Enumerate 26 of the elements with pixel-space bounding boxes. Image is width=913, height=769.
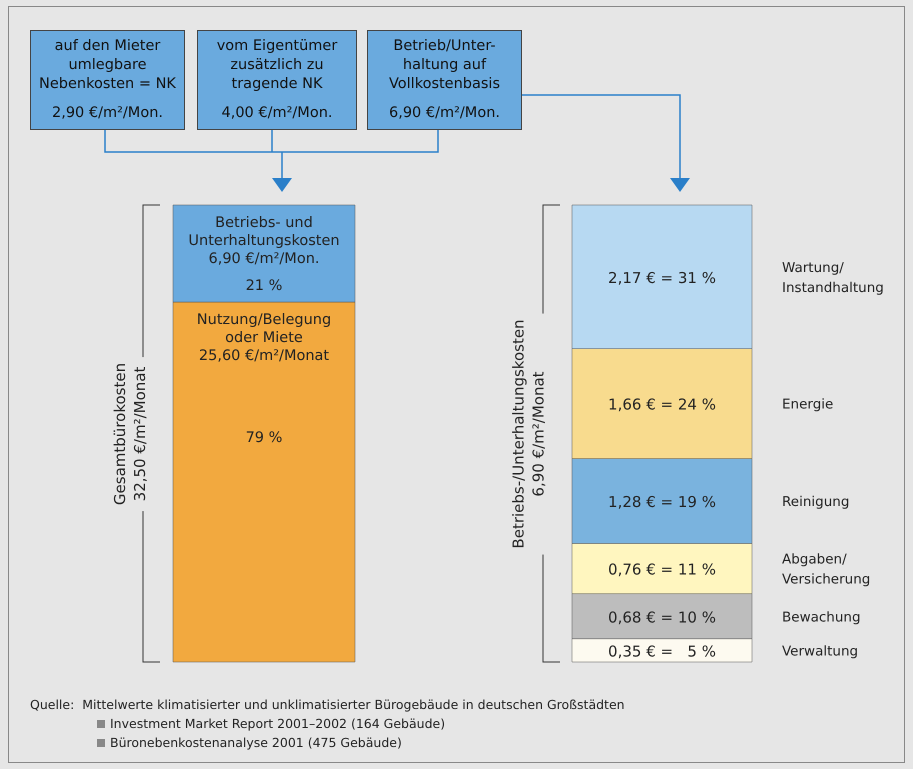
text: Betrieb/Unter-haltung auf Vollkostenbasis 6,90 €/m²/Mon.	[388, 37, 502, 123]
text: Büronebenkostenanalyse 2001 (475 Gebäude)	[110, 735, 402, 750]
text: Verwaltung	[782, 643, 858, 660]
data-label: 0,35 € = 5 %	[608, 642, 716, 660]
text: Investment Market Report 2001–2002 (164 Gebäude)	[110, 716, 446, 731]
source-note: Quelle: Mittelwerte klimatisierter und unklimatisierter Bürogebäude in deutschen Großstädten	[30, 697, 625, 712]
annotation: 21 %	[246, 278, 282, 294]
text: Bewachung	[782, 609, 861, 626]
text: auf den Mieter umlegbare Nebenkosten = NK 2,90 €/m²/Mon.	[38, 37, 177, 123]
text: Wartung/Instandhaltung	[782, 260, 884, 296]
data-label: 0,68 € = 10 %	[608, 608, 716, 626]
annotation: 79 %	[246, 430, 282, 446]
y-axis-title: Betriebs-/Unterhaltungskosten 6,90 €/m²/Monat	[509, 318, 549, 548]
text: vom Eigentümer zusätzlich zu tragende NK 4,00 €/m²/Mon.	[216, 37, 338, 123]
data-label: 2,17 € = 31 %	[608, 268, 716, 287]
text: Energie	[782, 396, 834, 413]
data-label: 1,66 € = 24 %	[608, 396, 716, 414]
text: Abgaben/Versicherung	[782, 552, 870, 588]
data-label: 6,90 €/m²/Mon.	[208, 251, 320, 267]
data-label: 1,28 € = 19 %	[608, 493, 716, 512]
data-label: 0,76 € = 11 %	[608, 560, 716, 579]
series-label: Betriebs- und Unterhaltungskosten	[188, 215, 340, 249]
text: Reinigung	[782, 494, 850, 510]
data-label: 25,60 €/m²/Monat	[198, 348, 330, 364]
series-label: Nutzung/Belegung oder Miete	[196, 312, 332, 346]
y-axis-title: Gesamtbürokosten 32,50 €/m²/Monat	[110, 362, 150, 505]
